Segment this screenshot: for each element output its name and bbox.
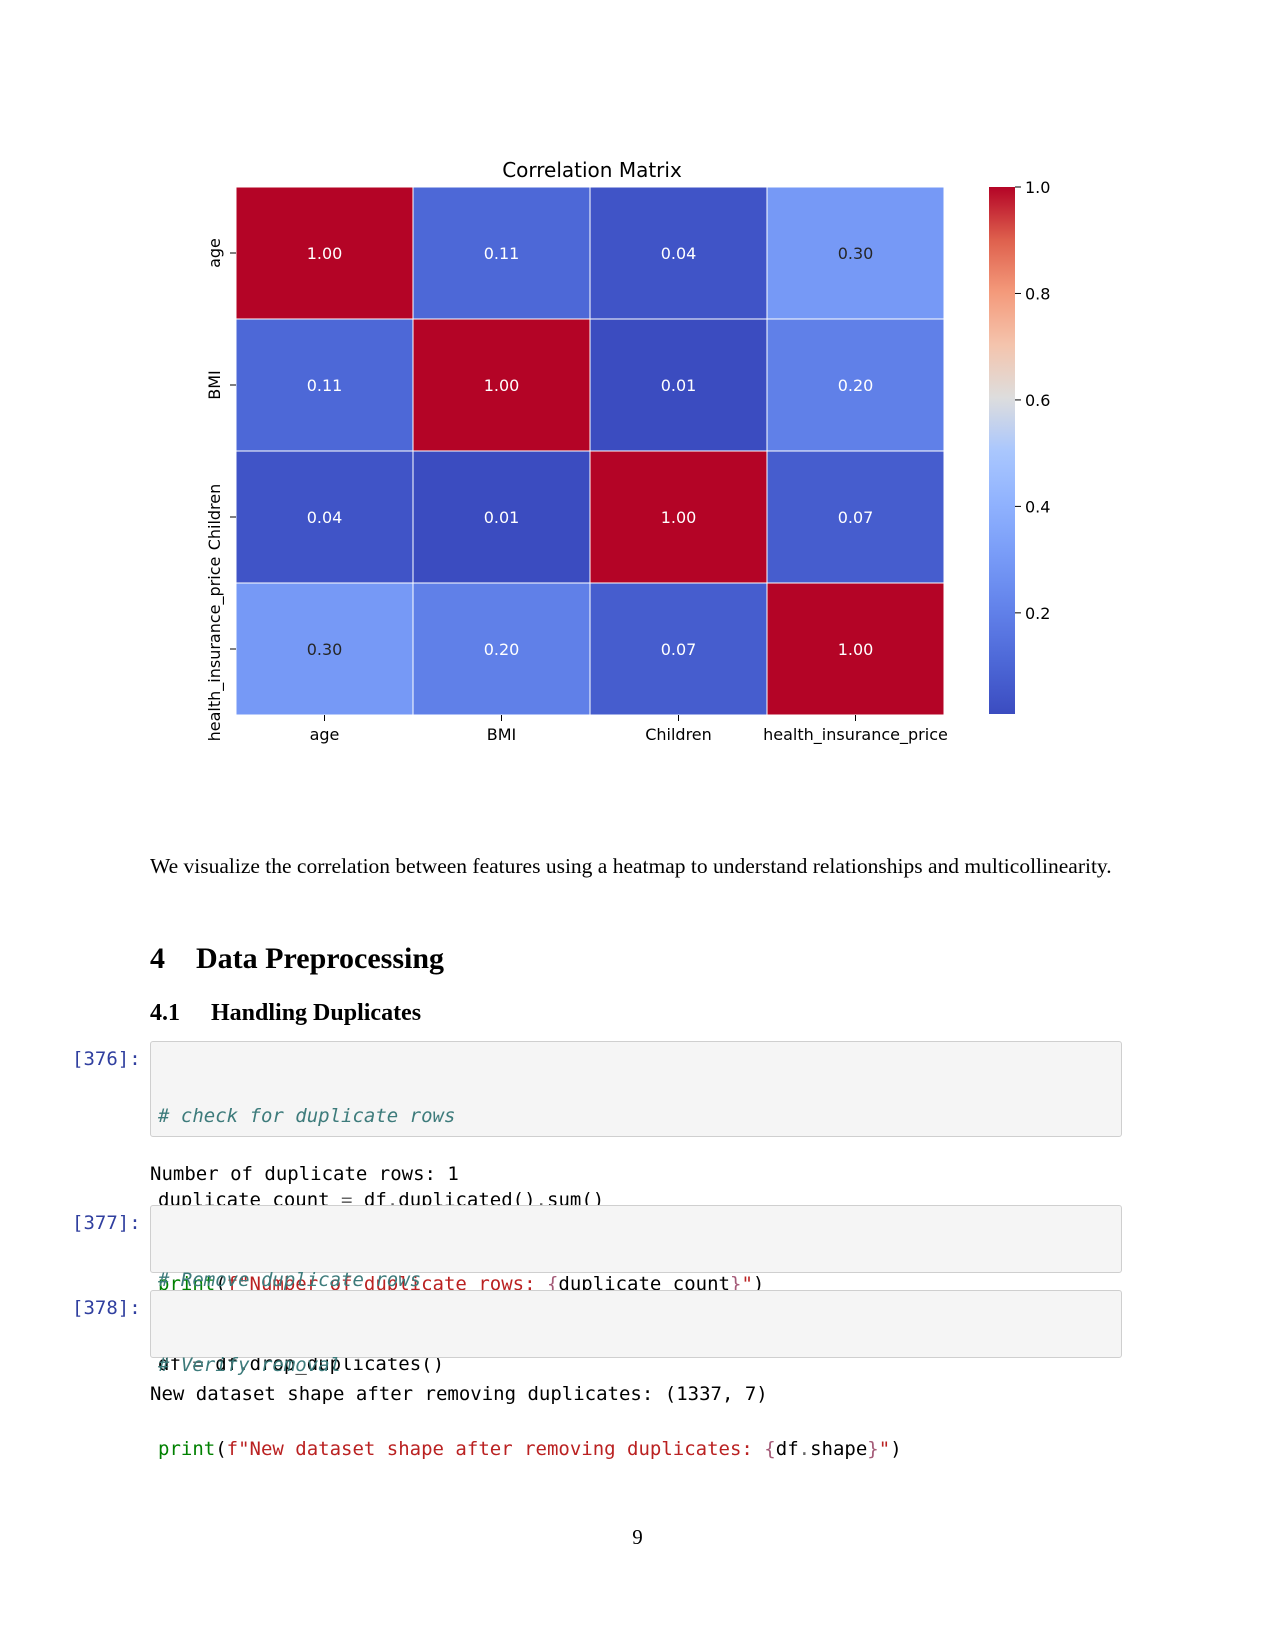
code-operator: . — [386, 1189, 399, 1211]
heatmap-cell — [412, 450, 591, 584]
code-token: ) — [752, 1273, 765, 1295]
code-interp: { — [546, 1273, 559, 1295]
heatmap-cell — [235, 186, 414, 320]
code-cell[interactable]: # check for duplicate rows duplicate_cou… — [150, 1041, 1122, 1295]
heatmap-cell-label: 0.30 — [307, 640, 343, 659]
code-interp: } — [867, 1438, 879, 1460]
code-line: print(f"Number of duplicate rows: {dupli… — [158, 1270, 1114, 1298]
colorbar-tick-label: 0.4 — [1025, 497, 1050, 516]
code-comment: # check for duplicate rows — [158, 1105, 456, 1127]
heatmap-cell-label: 0.04 — [661, 244, 697, 263]
x-tick-label: BMI — [487, 725, 517, 744]
colorbar — [989, 187, 1015, 714]
heatmap-cell — [766, 450, 945, 584]
code-token: drop_duplicates() — [249, 1353, 445, 1375]
y-tick-label: Children — [205, 484, 224, 551]
heatmap-cell-label: 1.00 — [307, 244, 343, 263]
heatmap-cell — [766, 186, 945, 320]
heatmap-cell-label: 0.20 — [484, 640, 520, 659]
code-token: ) — [890, 1438, 902, 1460]
heatmap-cell-label: 1.00 — [838, 640, 874, 659]
y-tick-label: age — [205, 238, 224, 268]
x-tick-label: health_insurance_price — [763, 725, 948, 745]
cell-output: New dataset shape after removing duplica… — [150, 1383, 768, 1405]
heatmap-cell — [412, 318, 591, 452]
section-number: 4 — [150, 942, 165, 975]
code-token: duplicate_count — [558, 1273, 730, 1295]
heatmap-cell — [766, 318, 945, 452]
heatmap-cell — [235, 582, 414, 716]
heatmap-cell — [589, 318, 768, 452]
code-token: df — [775, 1438, 799, 1460]
code-line: df = df.drop_duplicates() — [158, 1350, 1114, 1378]
subsection-title: Handling Duplicates — [211, 1000, 422, 1026]
heatmap-cell-label: 1.00 — [661, 508, 697, 527]
heatmap-cell — [766, 582, 945, 716]
heatmap-cell-label: 0.01 — [484, 508, 520, 527]
code-token: ( — [215, 1438, 227, 1460]
heatmap-cell — [235, 318, 414, 452]
code-string: " — [878, 1438, 891, 1460]
heatmap-cell-label: 0.01 — [661, 376, 697, 395]
body-paragraph: We visualize the correlation between fea… — [150, 854, 1112, 878]
code-string: f"Number of duplicate rows: — [226, 1273, 547, 1295]
code-operator: = — [341, 1189, 353, 1211]
code-string: " — [741, 1273, 753, 1295]
heatmap-cell — [589, 582, 768, 716]
y-tick-label: BMI — [205, 370, 224, 400]
cell-prompt: [378]: — [72, 1297, 141, 1319]
cell-prompt: [377]: — [72, 1212, 141, 1234]
code-token: df — [158, 1353, 193, 1375]
heatmap-cell-label: 0.07 — [661, 640, 697, 659]
heatmap-cell-label: 0.11 — [307, 376, 343, 395]
code-comment: # Verify removal — [158, 1354, 342, 1376]
heatmap-cell-label: 0.30 — [838, 244, 874, 263]
heatmap-cell-label: 0.07 — [838, 508, 874, 527]
code-cell[interactable]: # Remove duplicate rows df = df.drop_dup… — [150, 1205, 1122, 1375]
code-interp: } — [730, 1273, 742, 1295]
heatmap-cell-label: 1.00 — [484, 376, 520, 395]
subsection-number: 4.1 — [150, 1000, 180, 1026]
cell-output: Number of duplicate rows: 1 — [150, 1163, 459, 1185]
code-operator: . — [535, 1189, 547, 1211]
colorbar-tick-label: 0.8 — [1025, 284, 1050, 303]
code-token: shape — [810, 1438, 868, 1460]
code-operator: = — [192, 1353, 204, 1375]
subsection-heading: 4.1 Handling Duplicates — [150, 1000, 421, 1027]
colorbar-tick-label: 0.2 — [1025, 604, 1050, 623]
code-interp: { — [764, 1438, 776, 1460]
correlation-heatmap: Correlation Matrix 1.00 0.11 0.04 0.30 0.11 1… — [205, 158, 1050, 745]
heatmap-cell-label: 0.20 — [838, 376, 874, 395]
code-string: f"New dataset shape after removing dupli… — [226, 1438, 765, 1460]
section-title: Data Preprocessing — [196, 942, 445, 975]
heatmap-cell — [412, 582, 591, 716]
heatmap-cell — [589, 186, 768, 320]
code-token: ( — [215, 1273, 227, 1295]
code-cell[interactable]: # Verify removal print(f"New dataset sha… — [150, 1290, 1122, 1460]
page-number: 9 — [632, 1525, 643, 1549]
section-heading: 4 Data Preprocessing — [150, 942, 444, 976]
heatmap-cell-label: 0.11 — [484, 244, 520, 263]
code-token: df — [203, 1353, 239, 1375]
colorbar-tick-label: 0.6 — [1025, 391, 1050, 410]
code-operator: . — [238, 1353, 250, 1375]
y-tick-label: health_insurance_price — [205, 557, 225, 742]
code-operator: . — [798, 1438, 811, 1460]
heatmap-cell — [412, 186, 591, 320]
x-tick-label: Children — [645, 725, 712, 744]
cell-prompt: [376]: — [72, 1048, 141, 1070]
code-line: print(f"New dataset shape after removing… — [158, 1435, 1114, 1463]
heatmap-cell-label: 0.04 — [307, 508, 343, 527]
colorbar-tick-label: 1.0 — [1025, 178, 1050, 197]
code-keyword: print — [158, 1273, 216, 1295]
code-comment: # Remove duplicate rows — [158, 1269, 422, 1291]
code-keyword: print — [158, 1438, 216, 1460]
x-tick-label: age — [310, 725, 340, 744]
chart-title: Correlation Matrix — [502, 158, 682, 182]
